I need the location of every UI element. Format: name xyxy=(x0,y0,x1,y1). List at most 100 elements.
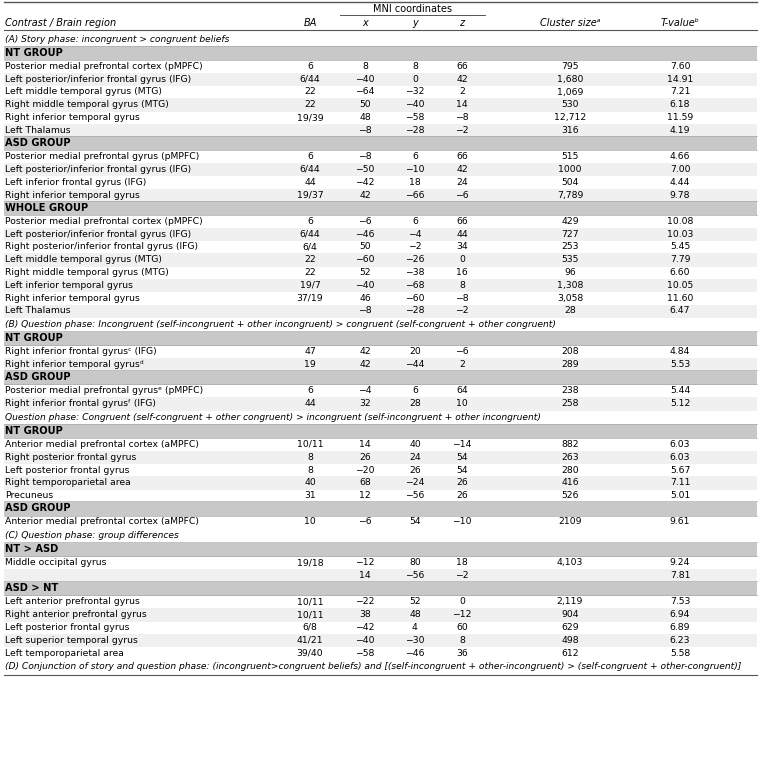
Bar xyxy=(4,582,757,596)
Bar xyxy=(4,477,757,490)
Text: 4: 4 xyxy=(412,623,418,632)
Text: Left inferior temporal gyrus: Left inferior temporal gyrus xyxy=(5,281,133,290)
Text: −6: −6 xyxy=(455,191,469,199)
Text: 44: 44 xyxy=(304,399,316,408)
Text: 6.23: 6.23 xyxy=(670,636,690,645)
Text: 0: 0 xyxy=(412,75,418,83)
Text: 208: 208 xyxy=(561,347,579,356)
Text: −56: −56 xyxy=(406,571,425,580)
Text: 6: 6 xyxy=(307,217,313,226)
Text: Contrast / Brain region: Contrast / Brain region xyxy=(5,18,116,28)
Text: 316: 316 xyxy=(561,126,579,135)
Bar xyxy=(4,72,757,86)
Text: Left middle temporal gyrus (MTG): Left middle temporal gyrus (MTG) xyxy=(5,256,162,264)
Text: 10.03: 10.03 xyxy=(667,230,693,238)
Text: 19: 19 xyxy=(304,360,316,369)
Text: −42: −42 xyxy=(355,178,374,187)
Text: 6.03: 6.03 xyxy=(670,440,690,449)
Text: −44: −44 xyxy=(406,360,425,369)
Text: 39/40: 39/40 xyxy=(297,649,323,657)
Text: −38: −38 xyxy=(406,268,425,277)
Text: Right posterior/inferior frontal gyrus (IFG): Right posterior/inferior frontal gyrus (… xyxy=(5,242,198,252)
Bar xyxy=(4,397,757,411)
Text: T-valueᵇ: T-valueᵇ xyxy=(661,18,699,28)
Text: 526: 526 xyxy=(562,492,579,500)
Text: 795: 795 xyxy=(562,62,579,71)
Text: 26: 26 xyxy=(409,466,421,474)
Text: NT GROUP: NT GROUP xyxy=(5,48,62,58)
Text: Right middle temporal gyrus (MTG): Right middle temporal gyrus (MTG) xyxy=(5,100,169,109)
Text: 4.44: 4.44 xyxy=(670,178,690,187)
Text: 258: 258 xyxy=(562,399,579,408)
Text: −32: −32 xyxy=(406,87,425,97)
Text: 904: 904 xyxy=(561,610,579,619)
Text: Anterior medial prefrontal cortex (aMPFC): Anterior medial prefrontal cortex (aMPFC… xyxy=(5,440,199,449)
Bar xyxy=(4,358,757,372)
Text: −60: −60 xyxy=(355,256,374,264)
Text: 48: 48 xyxy=(409,610,421,619)
Text: −8: −8 xyxy=(358,306,372,315)
Text: 5.12: 5.12 xyxy=(670,399,690,408)
Text: 52: 52 xyxy=(359,268,371,277)
Text: Right posterior frontal gyrus: Right posterior frontal gyrus xyxy=(5,453,136,462)
Text: BA: BA xyxy=(304,18,317,28)
Text: 0: 0 xyxy=(459,597,465,606)
Bar xyxy=(4,279,757,292)
Text: 8: 8 xyxy=(412,62,418,71)
Text: Right inferior frontal gyrusᶜ (IFG): Right inferior frontal gyrusᶜ (IFG) xyxy=(5,347,157,356)
Text: 7.60: 7.60 xyxy=(670,62,690,71)
Text: Right inferior temporal gyrusᵈ: Right inferior temporal gyrusᵈ xyxy=(5,360,144,369)
Text: −8: −8 xyxy=(358,152,372,161)
Text: 10.05: 10.05 xyxy=(667,281,693,290)
Text: 6: 6 xyxy=(412,152,418,161)
Text: 37/19: 37/19 xyxy=(297,294,323,303)
Text: Precuneus: Precuneus xyxy=(5,492,53,500)
Text: Right anterior prefrontal gyrus: Right anterior prefrontal gyrus xyxy=(5,610,147,619)
Bar xyxy=(4,201,757,215)
Text: 4,103: 4,103 xyxy=(557,559,583,567)
Text: 504: 504 xyxy=(562,178,579,187)
Text: Left posterior frontal gyrus: Left posterior frontal gyrus xyxy=(5,623,129,632)
Text: 7.21: 7.21 xyxy=(670,87,690,97)
Text: −12: −12 xyxy=(355,559,374,567)
Text: Right inferior temporal gyrus: Right inferior temporal gyrus xyxy=(5,113,140,122)
Bar xyxy=(4,189,757,202)
Text: 10/11: 10/11 xyxy=(297,610,323,619)
Text: 6: 6 xyxy=(307,62,313,71)
Text: Left posterior/inferior frontal gyrus (IFG): Left posterior/inferior frontal gyrus (I… xyxy=(5,165,191,174)
Text: (B) Question phase: Incongruent (self-incongruent + other incongruent) > congrue: (B) Question phase: Incongruent (self-in… xyxy=(5,320,556,330)
Text: Left Thalamus: Left Thalamus xyxy=(5,306,71,315)
Text: ASD GROUP: ASD GROUP xyxy=(5,138,71,148)
Text: 11.60: 11.60 xyxy=(667,294,693,303)
Text: 6.89: 6.89 xyxy=(670,623,690,632)
Text: 1000: 1000 xyxy=(559,165,581,174)
Text: 253: 253 xyxy=(562,242,579,252)
Text: −4: −4 xyxy=(358,386,372,396)
Text: z: z xyxy=(460,18,464,28)
Text: 6/44: 6/44 xyxy=(300,230,320,238)
Text: 26: 26 xyxy=(359,453,371,462)
Text: −20: −20 xyxy=(355,466,374,474)
Text: 66: 66 xyxy=(456,152,468,161)
Bar xyxy=(4,98,757,111)
Text: Anterior medial prefrontal cortex (aMPFC): Anterior medial prefrontal cortex (aMPFC… xyxy=(5,517,199,527)
Text: 7.00: 7.00 xyxy=(670,165,690,174)
Bar xyxy=(4,253,757,266)
Text: 280: 280 xyxy=(561,466,579,474)
Text: 7.79: 7.79 xyxy=(670,256,690,264)
Text: −6: −6 xyxy=(358,217,372,226)
Text: 11.59: 11.59 xyxy=(667,113,693,122)
Text: 7.81: 7.81 xyxy=(670,571,690,580)
Text: 80: 80 xyxy=(409,559,421,567)
Text: ASD GROUP: ASD GROUP xyxy=(5,372,71,382)
Text: 289: 289 xyxy=(561,360,579,369)
Text: 44: 44 xyxy=(304,178,316,187)
Text: 238: 238 xyxy=(561,386,579,396)
Text: 47: 47 xyxy=(304,347,316,356)
Text: Left superior temporal gyrus: Left superior temporal gyrus xyxy=(5,636,138,645)
Text: 32: 32 xyxy=(359,399,371,408)
Text: 14: 14 xyxy=(359,440,371,449)
Bar xyxy=(4,124,757,137)
Text: −6: −6 xyxy=(358,517,372,527)
Text: −50: −50 xyxy=(355,165,374,174)
